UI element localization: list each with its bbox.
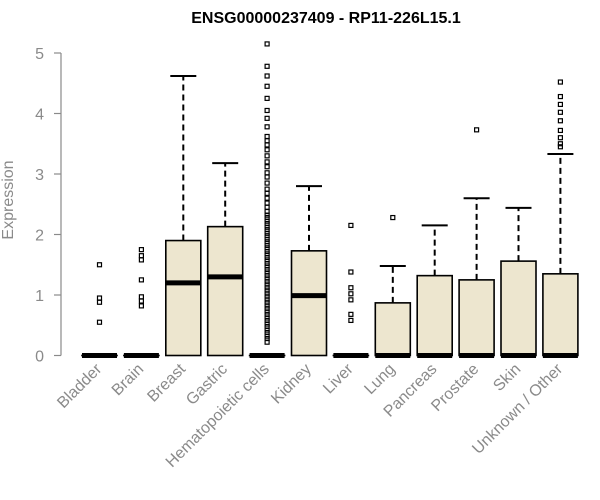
outlier-point xyxy=(348,291,354,297)
chart-title: ENSG00000237409 - RP11-226L15.1 xyxy=(191,10,461,27)
outlier-point xyxy=(138,303,144,309)
outlier-point xyxy=(264,170,270,176)
outlier-point xyxy=(264,133,270,140)
outlier-point xyxy=(264,159,270,165)
box-rect xyxy=(542,273,579,357)
outlier-point xyxy=(264,95,270,101)
box-series xyxy=(81,41,579,358)
outlier-point xyxy=(264,138,270,144)
box-pancreas xyxy=(416,224,454,358)
box-breast xyxy=(165,74,202,357)
outlier-point xyxy=(138,294,144,300)
outlier-point xyxy=(264,204,270,210)
box-prostate xyxy=(458,127,495,358)
box-kidney xyxy=(290,185,328,357)
box-rect xyxy=(458,279,495,357)
outlier-point xyxy=(557,109,564,115)
y-tick-label: 2 xyxy=(35,228,44,245)
outlier-point xyxy=(138,257,144,263)
outlier-point xyxy=(96,295,103,301)
outlier-point xyxy=(348,297,354,303)
x-tick-label: Breast xyxy=(144,360,189,405)
outlier-point xyxy=(264,339,270,345)
y-tick-label: 1 xyxy=(35,288,44,305)
outlier-point xyxy=(557,118,564,124)
outlier-point xyxy=(264,180,270,186)
y-tick-label: 4 xyxy=(35,107,44,124)
outlier-point xyxy=(557,93,564,100)
outlier-point xyxy=(264,41,270,47)
box-brain xyxy=(123,247,160,358)
x-tick-label: Brain xyxy=(109,361,147,399)
outlier-point xyxy=(348,311,354,317)
outlier-point xyxy=(96,262,103,268)
outlier-point xyxy=(264,124,270,130)
outlier-point xyxy=(264,115,270,121)
y-axis: 0 1 2 3 4 5 xyxy=(35,46,62,366)
outlier-point xyxy=(138,253,144,259)
box-skin xyxy=(500,206,537,358)
box-rect xyxy=(374,302,412,357)
outlier-point xyxy=(96,319,103,325)
x-tick-label: Liver xyxy=(320,360,357,397)
y-tick-label: 0 xyxy=(35,349,44,366)
outlier-point xyxy=(264,200,270,206)
x-tick-label: Kidney xyxy=(268,361,315,408)
outlier-point xyxy=(557,79,564,85)
outlier-point xyxy=(474,127,480,133)
outlier-point xyxy=(138,247,144,253)
y-tick-label: 3 xyxy=(35,167,44,184)
outlier-point xyxy=(264,83,270,89)
outlier-point xyxy=(348,285,354,291)
outlier-point xyxy=(138,298,144,304)
outlier-point xyxy=(264,73,270,79)
outlier-point xyxy=(264,153,270,159)
outlier-point xyxy=(264,195,270,201)
outlier-point xyxy=(557,135,564,141)
box-lung xyxy=(374,214,412,358)
outlier-point xyxy=(557,141,564,147)
box-rect xyxy=(206,225,244,357)
outlier-point xyxy=(557,144,564,150)
box-hematopoietic-cells xyxy=(248,41,286,358)
x-tick-label: Skin xyxy=(490,361,524,395)
box-bladder xyxy=(81,262,118,358)
outlier-point xyxy=(348,222,354,229)
outlier-point xyxy=(138,277,144,283)
x-tick-label: Bladder xyxy=(54,360,105,411)
outlier-point xyxy=(264,174,270,180)
outlier-point xyxy=(264,107,270,114)
outlier-point xyxy=(264,142,270,148)
x-tick-label: Lung xyxy=(361,361,398,398)
outlier-point xyxy=(264,63,270,69)
outlier-point xyxy=(348,269,354,275)
y-axis-label: Expression xyxy=(0,160,17,239)
box-rect xyxy=(290,250,328,357)
outlier-point xyxy=(264,186,270,192)
box-rect xyxy=(165,239,202,357)
outlier-point xyxy=(390,214,396,221)
box-rect xyxy=(500,260,537,357)
outlier-point xyxy=(264,147,270,153)
box-unknown-other xyxy=(542,79,579,358)
box-liver xyxy=(332,222,370,358)
box-rect xyxy=(416,274,454,357)
outlier-point xyxy=(264,164,270,170)
outlier-point xyxy=(96,299,103,305)
outlier-point xyxy=(348,317,354,324)
outlier-point xyxy=(557,101,564,108)
outlier-point xyxy=(264,190,270,196)
outlier-point xyxy=(557,127,564,134)
y-tick-label: 5 xyxy=(35,46,44,63)
box-gastric xyxy=(206,162,244,357)
